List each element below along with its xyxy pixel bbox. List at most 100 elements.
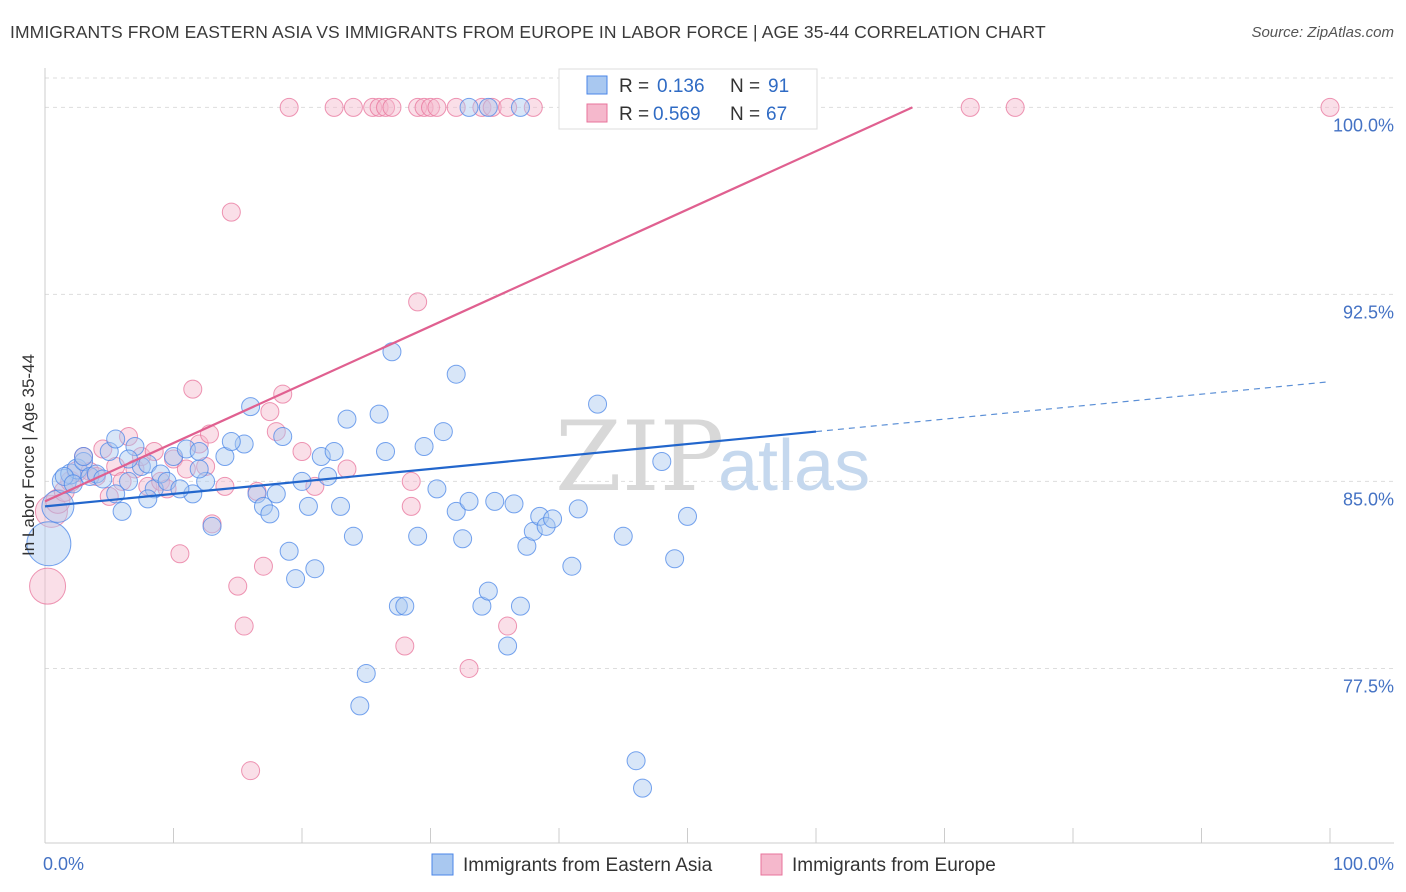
point-eastern-asia: [106, 429, 126, 449]
point-eastern-asia: [376, 442, 396, 462]
point-europe: [376, 97, 396, 117]
point-europe: [408, 292, 428, 312]
point-europe: [221, 202, 241, 222]
point-europe: [279, 97, 299, 117]
bottom-legend-label-europe: Immigrants from Europe: [792, 855, 996, 876]
watermark: ZIP atlas: [555, 401, 870, 513]
point-eastern-asia: [433, 422, 453, 442]
point-eastern-asia: [395, 596, 415, 616]
point-europe: [253, 556, 273, 576]
x-tick-label: 0.0%: [43, 854, 84, 874]
point-eastern-asia: [221, 432, 241, 452]
bottom-legend-swatch-europe: [760, 853, 783, 876]
point-eastern-asia: [652, 451, 672, 471]
point-eastern-asia: [253, 496, 273, 516]
point-eastern-asia: [446, 501, 466, 521]
point-eastern-asia: [453, 529, 473, 549]
point-europe: [266, 422, 286, 442]
point-eastern-asia: [99, 442, 119, 462]
legend-r-value-1: 0.136: [657, 76, 705, 97]
point-eastern-asia: [112, 501, 132, 521]
legend-n-value-1: 91: [768, 76, 789, 97]
point-eastern-asia: [414, 437, 434, 457]
point-eastern-asia: [478, 97, 498, 117]
point-eastern-asia: [202, 516, 222, 536]
point-europe: [459, 658, 479, 678]
point-europe: [29, 567, 67, 605]
point-europe: [337, 459, 357, 479]
x-tick-label: 100.0%: [1333, 854, 1394, 874]
point-europe: [189, 434, 209, 454]
point-eastern-asia: [536, 516, 556, 536]
watermark-zip: ZIP: [555, 401, 724, 513]
point-eastern-asia: [324, 442, 344, 462]
y-tick-label: 77.5%: [1343, 676, 1394, 696]
point-eastern-asia: [298, 496, 318, 516]
point-eastern-asia: [241, 397, 261, 417]
point-eastern-asia: [633, 778, 653, 798]
legend-n-label-1: N =: [730, 76, 760, 97]
point-eastern-asia: [26, 521, 72, 567]
bottom-legend-swatch-eastern-asia: [431, 853, 454, 876]
point-eastern-asia: [66, 458, 88, 480]
point-eastern-asia: [305, 559, 325, 579]
point-europe: [427, 97, 447, 117]
legend-swatch-eastern-asia: [586, 75, 608, 95]
point-europe: [395, 636, 415, 656]
legend-n-label-2: N =: [730, 104, 760, 125]
point-eastern-asia: [459, 97, 479, 117]
point-europe: [498, 616, 518, 636]
point-eastern-asia: [311, 447, 331, 466]
point-eastern-asia: [678, 506, 697, 526]
point-eastern-asia: [125, 437, 145, 457]
point-eastern-asia: [485, 491, 505, 511]
chart-title: IMMIGRANTS FROM EASTERN ASIA VS IMMIGRAN…: [10, 22, 1046, 42]
point-eastern-asia: [318, 466, 338, 486]
point-eastern-asia: [119, 471, 139, 491]
point-europe: [401, 496, 421, 516]
point-europe: [960, 97, 980, 117]
bottom-legend-label-eastern-asia: Immigrants from Eastern Asia: [463, 855, 713, 876]
point-eastern-asia: [74, 447, 94, 466]
point-eastern-asia: [273, 427, 293, 447]
point-eastern-asia: [138, 489, 158, 509]
point-europe: [241, 761, 261, 781]
point-eastern-asia: [568, 499, 588, 519]
point-eastern-asia: [543, 509, 563, 529]
point-eastern-asia: [446, 364, 466, 384]
point-europe: [382, 97, 402, 117]
point-europe: [228, 576, 248, 596]
grid-lines: [45, 77, 1394, 669]
point-europe: [421, 97, 440, 117]
point-eastern-asia: [170, 479, 190, 499]
point-eastern-asia: [279, 541, 299, 561]
trend-lines: [44, 106, 1331, 508]
y-tick-label: 85.0%: [1343, 489, 1394, 509]
point-europe: [151, 471, 171, 491]
point-eastern-asia: [388, 596, 408, 616]
point-europe: [170, 544, 190, 564]
point-eastern-asia: [189, 459, 209, 479]
point-eastern-asia: [588, 394, 608, 414]
point-europe: [305, 476, 325, 496]
point-eastern-asia: [510, 596, 530, 616]
trend-line-eastern-asia: [44, 430, 817, 508]
y-tick-label: 92.5%: [1343, 302, 1394, 322]
point-europe: [1005, 97, 1025, 117]
trend-line-europe: [44, 106, 913, 503]
point-eastern-asia: [350, 696, 370, 716]
point-eastern-asia: [665, 549, 685, 569]
point-eastern-asia: [626, 751, 646, 771]
point-eastern-asia: [189, 442, 209, 462]
point-europe: [292, 442, 312, 462]
point-eastern-asia: [478, 581, 498, 601]
point-europe: [324, 97, 344, 117]
point-eastern-asia: [260, 504, 280, 524]
trend-line-eastern-asia-extension: [815, 381, 1331, 433]
point-eastern-asia: [613, 526, 633, 546]
point-eastern-asia: [459, 491, 479, 511]
point-eastern-asia: [331, 496, 351, 516]
point-eastern-asia: [562, 556, 582, 576]
point-eastern-asia: [266, 484, 286, 504]
